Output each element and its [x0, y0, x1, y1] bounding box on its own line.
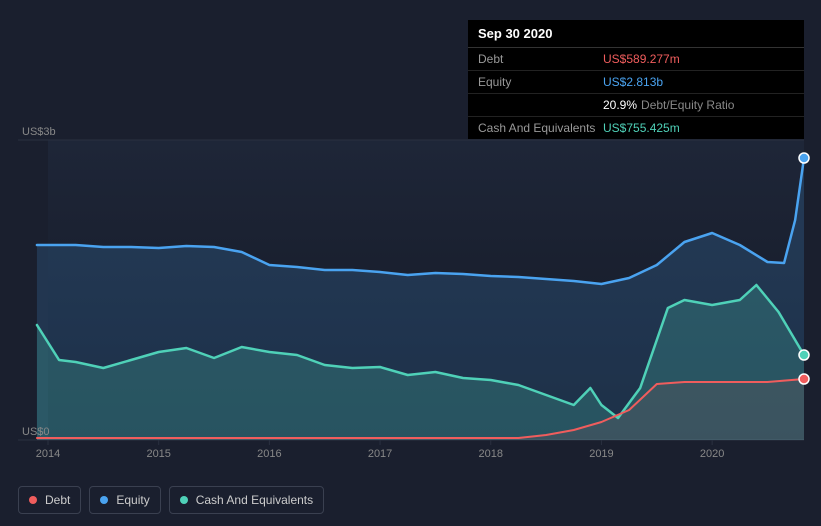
- legend-item[interactable]: Debt: [18, 486, 81, 514]
- chart-tooltip: Sep 30 2020 DebtUS$589.277mEquityUS$2.81…: [468, 20, 804, 139]
- x-axis-label: 2015: [146, 448, 170, 460]
- legend-dot-icon: [100, 496, 108, 504]
- tooltip-row-label: Cash And Equivalents: [478, 121, 603, 135]
- tooltip-row-label: [478, 98, 603, 112]
- x-axis-label: 2016: [257, 448, 281, 460]
- tooltip-row-label: Debt: [478, 52, 603, 66]
- tooltip-row-suffix: Debt/Equity Ratio: [641, 98, 734, 112]
- tooltip-row: DebtUS$589.277m: [468, 48, 804, 71]
- y-axis-label: US$3b: [22, 126, 56, 138]
- legend-label: Equity: [116, 493, 149, 507]
- x-axis-label: 2019: [589, 448, 613, 460]
- tooltip-row: 20.9% Debt/Equity Ratio: [468, 94, 804, 117]
- x-axis-label: 2018: [479, 448, 503, 460]
- tooltip-row: Cash And EquivalentsUS$755.425m: [468, 117, 804, 139]
- tooltip-row-value: US$755.425m: [603, 121, 680, 135]
- legend-label: Cash And Equivalents: [196, 493, 313, 507]
- legend-label: Debt: [45, 493, 70, 507]
- y-axis-label: US$0: [22, 426, 50, 438]
- legend-dot-icon: [180, 496, 188, 504]
- tooltip-row-value: 20.9%: [603, 98, 637, 112]
- x-axis-label: 2014: [36, 448, 60, 460]
- x-axis-label: 2020: [700, 448, 724, 460]
- tooltip-row-value: US$2.813b: [603, 75, 663, 89]
- legend-item[interactable]: Cash And Equivalents: [169, 486, 324, 514]
- legend-item[interactable]: Equity: [89, 486, 160, 514]
- chart-legend: Debt Equity Cash And Equivalents: [18, 486, 324, 514]
- legend-dot-icon: [29, 496, 37, 504]
- tooltip-row: EquityUS$2.813b: [468, 71, 804, 94]
- tooltip-row-value: US$589.277m: [603, 52, 680, 66]
- tooltip-date: Sep 30 2020: [468, 20, 804, 48]
- tooltip-row-label: Equity: [478, 75, 603, 89]
- x-axis-label: 2017: [368, 448, 392, 460]
